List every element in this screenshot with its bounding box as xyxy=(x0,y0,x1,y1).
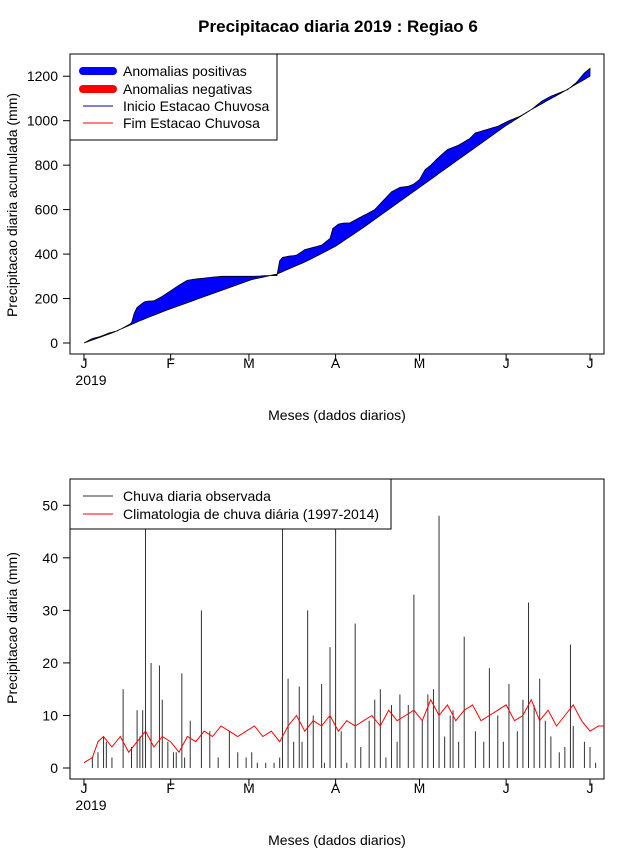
bottom-x-axis-label: Meses (dados diarios) xyxy=(268,832,406,848)
bottom-x-tick-label: M xyxy=(414,780,426,796)
positive-anomaly-area xyxy=(83,330,116,344)
negative-anomaly-area xyxy=(268,273,278,277)
positive-anomaly-area xyxy=(567,67,591,91)
bottom-y-tick-label: 30 xyxy=(42,602,58,618)
top-y-tick-label: 200 xyxy=(35,291,59,307)
top-x-tick-label: J xyxy=(587,355,594,371)
bottom-legend: Chuva diaria observada Climatologia de c… xyxy=(69,478,392,530)
top-x-axis-label: Meses (dados diarios) xyxy=(268,407,406,423)
top-plot-frame xyxy=(69,53,605,355)
top-y-tick-label: 1200 xyxy=(27,68,58,84)
top-plot-area: 0 200 400 600 800 1000 1200 J F M A M J J xyxy=(27,67,594,371)
positive-anomaly-area xyxy=(117,275,269,332)
legend-label-observed: Chuva diaria observada xyxy=(123,488,271,504)
bottom-y-axis-label: Precipitacao diaria (mm) xyxy=(4,552,20,704)
bottom-x-tick-label: J xyxy=(80,780,87,796)
top-y-tick-label: 0 xyxy=(50,335,58,351)
top-year-label: 2019 xyxy=(75,372,106,388)
top-y-axis-label: Precipitacao diaria acumulada (mm) xyxy=(4,93,20,317)
top-x-tick-label: M xyxy=(414,355,426,371)
top-y-tick-label: 600 xyxy=(35,202,59,218)
top-x-tick-label: F xyxy=(166,355,175,371)
bottom-x-tick-label: M xyxy=(243,780,255,796)
top-x-tick-label: A xyxy=(331,355,341,371)
bottom-legend-box xyxy=(69,478,392,530)
bottom-y-tick-label: 20 xyxy=(42,655,58,671)
negative-anomaly-area xyxy=(564,88,569,92)
bottom-y-tick-label: 40 xyxy=(42,550,58,566)
climatology-line xyxy=(83,698,604,764)
bottom-x-tick-label: J xyxy=(587,780,594,796)
bottom-year-label: 2019 xyxy=(75,797,106,813)
top-x-tick-label: J xyxy=(80,355,87,371)
bottom-x-tick-label: J xyxy=(503,780,510,796)
legend-label-negative: Anomalias negativas xyxy=(123,81,252,97)
top-legend: Anomalias positivas Anomalias negativas … xyxy=(69,53,278,141)
bottom-plot-area: 0 10 20 30 40 50 J F M A M J J xyxy=(42,497,604,796)
positive-anomaly-area xyxy=(276,90,566,276)
bottom-y-tick-label: 0 xyxy=(50,760,58,776)
legend-label-climatology: Climatologia de chuva diária (1997-2014) xyxy=(123,506,379,522)
legend-label-positive: Anomalias positivas xyxy=(123,63,247,79)
top-y-tick-label: 400 xyxy=(35,246,59,262)
top-x-tick-label: J xyxy=(503,355,510,371)
bottom-x-tick-label: A xyxy=(331,780,341,796)
top-x-tick-label: M xyxy=(243,355,255,371)
chart-title: Precipitacao diaria 2019 : Regiao 6 xyxy=(198,17,478,36)
bottom-y-tick-label: 10 xyxy=(42,707,58,723)
bottom-y-tick-label: 50 xyxy=(42,497,58,513)
legend-label-fim: Fim Estacao Chuvosa xyxy=(123,115,260,131)
legend-label-inicio: Inicio Estacao Chuvosa xyxy=(123,98,270,114)
negative-anomaly-area xyxy=(114,329,118,333)
top-y-tick-label: 800 xyxy=(35,157,59,173)
top-y-tick-label: 1000 xyxy=(27,113,58,129)
bottom-x-tick-label: F xyxy=(166,780,175,796)
